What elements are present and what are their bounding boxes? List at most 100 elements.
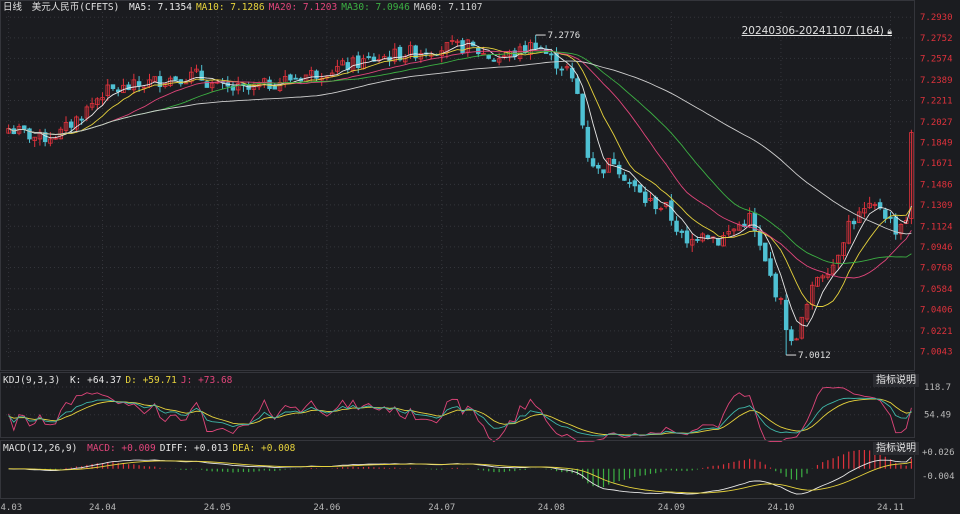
candle-body xyxy=(726,231,731,235)
x-tick-2: 24.05 xyxy=(204,503,231,513)
ma-item-3: MA30: 7.0946 xyxy=(341,2,410,13)
macd-item-1: DIFF: +0.013 xyxy=(159,443,229,454)
y-tick-16: 7.0043 xyxy=(920,347,953,357)
lock-icon[interactable]: 🔒︎ xyxy=(887,27,892,37)
candle-body xyxy=(883,209,888,219)
candle-body xyxy=(460,40,465,54)
candle-body xyxy=(830,264,836,275)
candle-body xyxy=(689,238,695,246)
kdj-item-1: D: +59.71 xyxy=(125,375,177,386)
candle-body xyxy=(804,304,810,320)
candle-body xyxy=(783,299,789,331)
candle-body xyxy=(820,275,825,279)
y-tick-3: 7.2389 xyxy=(920,76,953,86)
y-tick-7: 7.1671 xyxy=(920,159,953,169)
candle-body xyxy=(189,71,194,83)
candle-body xyxy=(277,82,283,91)
macd-help-button[interactable]: 指标说明 xyxy=(873,442,919,455)
candle-body xyxy=(288,74,293,81)
candle-body xyxy=(413,45,418,59)
y-tick-15: 7.0221 xyxy=(920,327,953,337)
y-tick-4: 7.2211 xyxy=(920,96,953,106)
candle-body xyxy=(110,84,116,89)
candle-body xyxy=(674,220,679,232)
y-tick-2: 7.2574 xyxy=(920,54,953,64)
candle-body xyxy=(449,40,455,42)
y-tick-6: 7.1849 xyxy=(920,138,953,148)
candle-body xyxy=(549,53,554,56)
candle-body xyxy=(836,254,841,264)
candle-body xyxy=(909,132,914,219)
candle-body xyxy=(209,82,215,89)
candle-body xyxy=(63,122,69,131)
candle-body xyxy=(789,329,794,342)
candle-body xyxy=(872,203,878,206)
candle-body xyxy=(340,60,345,66)
candle-body xyxy=(799,316,805,339)
candle-body xyxy=(611,158,617,165)
candle-body xyxy=(199,70,204,81)
candle-body xyxy=(131,79,137,91)
candle-body xyxy=(408,45,413,56)
candle-body xyxy=(89,103,95,108)
candle-body xyxy=(371,56,377,62)
candle-body xyxy=(115,89,121,92)
candle-body xyxy=(580,93,585,126)
candle-body xyxy=(721,235,726,247)
candle-body xyxy=(627,182,632,184)
candle-body xyxy=(329,72,335,77)
candle-body xyxy=(69,121,74,128)
candle-body xyxy=(851,220,857,225)
macd-frame xyxy=(0,440,915,499)
candle-body xyxy=(48,138,53,144)
candle-body xyxy=(204,81,210,88)
candle-body xyxy=(335,65,340,72)
ma10-line xyxy=(8,47,912,307)
macd-diff-line xyxy=(8,456,912,495)
candle-body xyxy=(846,220,851,244)
kdj-frame xyxy=(0,372,915,438)
candle-body xyxy=(590,158,596,167)
date-range[interactable]: 20240306-20241107 (164) 🔒︎ xyxy=(742,25,892,37)
x-tick-5: 24.08 xyxy=(538,503,565,513)
candle-body xyxy=(42,132,48,143)
candle-body xyxy=(491,59,497,62)
candle-body xyxy=(841,242,846,256)
candle-body xyxy=(74,116,79,130)
candle-body xyxy=(731,228,737,232)
x-tick-7: 24.10 xyxy=(767,503,794,513)
ma-item-0: MA5: 7.1354 xyxy=(129,2,192,13)
macd-values: MACD: +0.009 DIFF: +0.013 DEA: +0.008 xyxy=(87,443,299,454)
candle-body xyxy=(622,174,627,181)
candle-body xyxy=(53,137,58,140)
candle-body xyxy=(616,164,622,175)
period-label: 日线 xyxy=(3,2,23,13)
candle-body xyxy=(663,201,669,207)
candle-body xyxy=(669,200,674,221)
y-tick-13: 7.0584 xyxy=(920,285,953,295)
candle-body xyxy=(309,70,314,76)
y-tick-14: 7.0406 xyxy=(920,305,953,315)
x-tick-3: 24.06 xyxy=(313,503,340,513)
candle-body xyxy=(585,126,591,158)
candle-body xyxy=(705,235,711,238)
ma-values: MA5: 7.1354 MA10: 7.1286 MA20: 7.1203 MA30:… xyxy=(129,2,486,13)
candle-body xyxy=(564,66,570,69)
macd-dea-line xyxy=(8,460,912,494)
candle-body xyxy=(596,164,601,169)
candle-body xyxy=(778,298,784,300)
candle-body xyxy=(314,70,319,79)
candle-body xyxy=(825,274,831,278)
y-tick-0: 7.2930 xyxy=(920,13,953,23)
candle-body xyxy=(898,224,904,235)
ma-legend: 日线 美元人民币(CFETS) MA5: 7.1354 MA10: 7.1286 M… xyxy=(3,2,491,14)
candle-body xyxy=(476,47,481,55)
candle-body xyxy=(267,79,272,89)
candle-body xyxy=(235,83,241,91)
kdj-help-button[interactable]: 指标说明 xyxy=(873,374,919,387)
macd-tick-1: -0.004 xyxy=(922,472,955,482)
candle-body xyxy=(455,40,460,44)
ma20-line xyxy=(8,49,912,279)
candle-body xyxy=(481,52,486,55)
